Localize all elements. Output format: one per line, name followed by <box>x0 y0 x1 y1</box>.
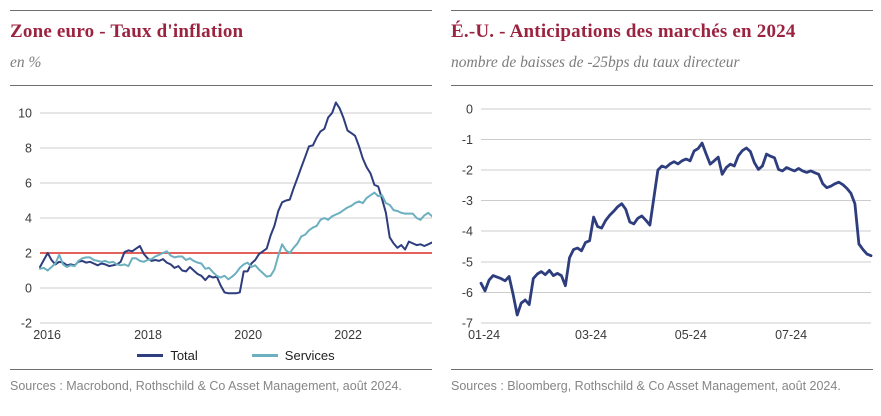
y-tick-label: 10 <box>18 107 32 121</box>
y-tick-label: -2 <box>21 317 32 331</box>
source-note-left: Sources : Macrobond, Rothschild & Co Ass… <box>10 369 432 394</box>
chart-title: Zone euro - Taux d'inflation <box>10 21 244 42</box>
x-tick-label: 2020 <box>234 328 262 342</box>
y-tick-label: -6 <box>462 286 473 300</box>
x-tick-label: 01-24 <box>468 328 500 342</box>
y-tick-label: 8 <box>25 142 32 156</box>
chart-subtitle: en % <box>10 54 42 71</box>
x-tick-label: 07-24 <box>775 328 807 342</box>
inflation-chart-panel: Zone euro - Taux d'inflation en % 10 8 6 4 2… <box>10 10 432 394</box>
y-tick-label: -4 <box>462 225 473 239</box>
inflation-chart-header: Zone euro - Taux d'inflation en % <box>10 10 432 86</box>
y-tick-label: -5 <box>462 255 473 269</box>
source-text: Sources : Macrobond, Rothschild & Co Ass… <box>10 379 402 393</box>
y-tick-label: 4 <box>25 212 32 226</box>
y-tick-label: -3 <box>462 194 473 208</box>
page: Zone euro - Taux d'inflation en % 10 8 6 4 2… <box>10 10 873 394</box>
chart-legend: Total Services <box>40 343 432 367</box>
rate-cut-line-chart: 0 -1 -2 -3 -4 -5 -6 -701-24 03-24 05-24 07-24 <box>462 102 873 342</box>
source-note-right: Sources : Bloomberg, Rothschild & Co Ass… <box>451 369 873 394</box>
x-tick-label: 2016 <box>33 328 61 342</box>
y-tick-label: 6 <box>25 177 32 191</box>
legend-label-services: Services <box>284 347 335 363</box>
x-tick-label: 05-24 <box>675 328 707 342</box>
services-line-swatch <box>251 353 278 357</box>
rate-cut-expectations-panel: É.-U. - Anticipations des marchés en 202… <box>451 10 873 394</box>
chart-subtitle: nombre de baisses de -25bps du taux dire… <box>451 54 740 71</box>
y-tick-label: -7 <box>462 317 473 331</box>
y-tick-label: -1 <box>462 133 473 147</box>
legend-label-total: Total <box>170 347 198 363</box>
source-text: Sources : Bloomberg, Rothschild & Co Ass… <box>451 379 841 393</box>
legend-item-services: Services <box>251 347 335 363</box>
rate-cut-chart-header: É.-U. - Anticipations des marchés en 202… <box>451 10 873 86</box>
chart-title: É.-U. - Anticipations des marchés en 202… <box>451 21 796 42</box>
y-tick-label: -2 <box>462 164 473 178</box>
total-series-line <box>39 101 432 295</box>
x-tick-label: 2022 <box>334 328 362 342</box>
series-line <box>479 141 873 317</box>
x-tick-label: 03-24 <box>575 328 607 342</box>
y-tick-label: 2 <box>25 247 32 261</box>
legend-item-total: Total <box>137 347 198 363</box>
services-series-line <box>39 191 432 281</box>
legend-spacer <box>481 343 873 367</box>
total-line-swatch <box>137 353 164 357</box>
y-tick-label: 0 <box>25 282 32 296</box>
y-tick-label: 0 <box>466 102 473 116</box>
x-tick-label: 2018 <box>134 328 162 342</box>
